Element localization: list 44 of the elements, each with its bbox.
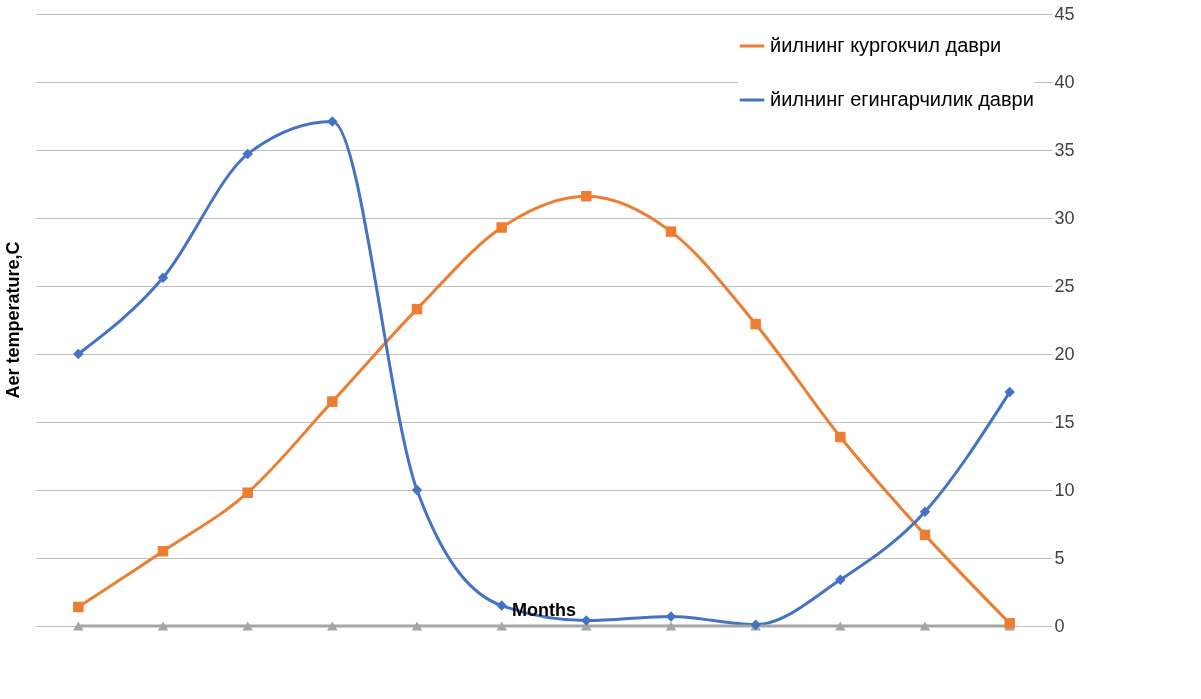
point	[919, 621, 931, 631]
point	[750, 318, 761, 330]
x-axis-title: Months	[512, 600, 576, 620]
point	[665, 621, 677, 631]
point	[157, 545, 169, 557]
legend-label: йилнинг егингарчилик даври	[770, 88, 1034, 110]
point	[835, 574, 846, 585]
y-tick-label: 20	[1054, 343, 1075, 364]
y-tick-label: 30	[1054, 207, 1075, 228]
legend-label: йилнинг кургокчил даври	[770, 34, 1002, 56]
point	[835, 431, 846, 443]
point	[73, 601, 84, 613]
y-axis-title: Aer temperature,C	[3, 241, 23, 399]
point	[496, 222, 507, 233]
point	[919, 529, 931, 541]
y-tick-label: 5	[1054, 547, 1065, 568]
point	[919, 506, 931, 517]
y-tick-label: 35	[1054, 139, 1075, 160]
y-tick-label: 15	[1054, 411, 1075, 432]
point	[157, 621, 169, 631]
point	[242, 148, 253, 160]
point	[411, 303, 423, 315]
point	[835, 621, 846, 631]
y-tick-label: 45	[1054, 3, 1075, 24]
point	[73, 621, 84, 631]
y-tick-label: 0	[1054, 615, 1065, 636]
point	[665, 611, 677, 622]
point	[157, 272, 169, 284]
point	[665, 226, 677, 237]
y-tick-label: 10	[1054, 479, 1075, 500]
y-tick-label: 40	[1054, 71, 1075, 92]
point	[1004, 386, 1015, 398]
point	[581, 191, 592, 202]
point	[242, 621, 253, 631]
point	[327, 116, 338, 127]
point	[411, 484, 423, 496]
point	[73, 348, 84, 360]
point	[327, 396, 338, 407]
point	[496, 600, 507, 611]
point	[327, 621, 338, 631]
point	[411, 621, 423, 631]
y-tick-label: 25	[1054, 275, 1075, 296]
point	[242, 487, 253, 498]
point	[496, 621, 507, 631]
